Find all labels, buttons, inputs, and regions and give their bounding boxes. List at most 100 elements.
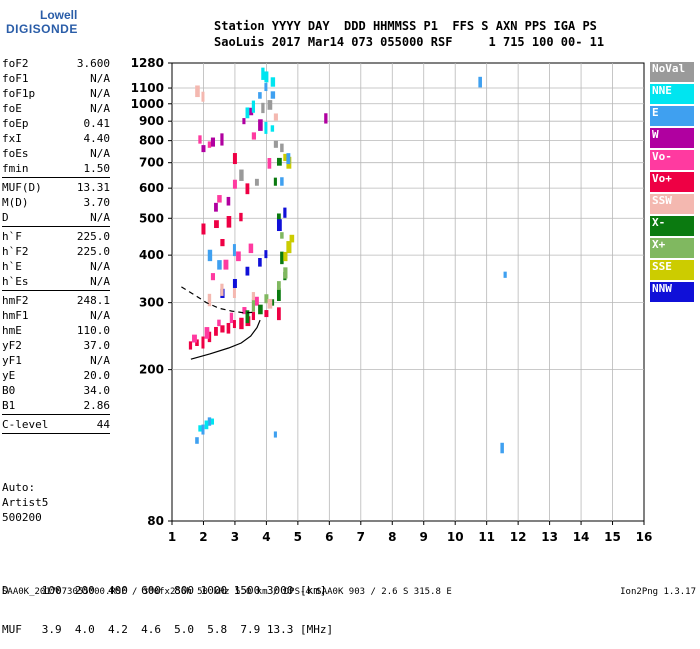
data-point <box>226 216 232 228</box>
param-separator <box>2 433 110 434</box>
data-point <box>276 288 281 301</box>
x-tick-label: 10 <box>447 530 464 544</box>
data-point <box>245 310 250 324</box>
data-point <box>283 207 287 218</box>
data-point <box>204 327 210 339</box>
data-point <box>251 299 256 312</box>
param-name: h`Es <box>2 275 29 288</box>
data-point <box>210 137 216 147</box>
data-point <box>258 119 263 131</box>
auto-info: Auto: Artist5 500200 <box>2 480 48 525</box>
data-point <box>276 281 281 290</box>
data-point <box>188 341 193 350</box>
data-point <box>251 132 257 140</box>
param-row: fxI 4.40 <box>2 131 110 146</box>
param-row: yF1 N/A <box>2 353 110 368</box>
data-point <box>232 288 236 298</box>
y-tick-label: 300 <box>139 296 164 310</box>
y-tick-label: 1280 <box>131 56 164 70</box>
data-point <box>273 431 277 438</box>
data-point <box>273 140 278 148</box>
x-tick-label: 16 <box>636 530 653 544</box>
header-values: SaoLuis 2017 Mar14 073 055000 RSF 1 715 … <box>214 35 605 49</box>
param-value: 4.40 <box>83 132 111 145</box>
legend-item: W <box>650 128 694 148</box>
data-point <box>280 251 284 265</box>
y-tick-label: 200 <box>139 363 164 377</box>
data-point <box>239 169 244 181</box>
param-name: fxI <box>2 132 22 145</box>
ionogram-plot: 1 2 3 4 5 6 7 8 9 10 11 12 13 14 15 1680200300400500600… <box>131 56 653 544</box>
param-row: foF1 N/A <box>2 71 110 86</box>
param-name: h`E <box>2 260 22 273</box>
data-point <box>500 442 504 454</box>
data-point <box>220 238 225 247</box>
param-value: 37.0 <box>83 339 111 352</box>
legend-item: NNE <box>650 84 694 104</box>
legend-item: NNW <box>650 282 694 302</box>
data-point <box>198 135 202 144</box>
data-point <box>280 232 284 239</box>
data-point <box>270 91 276 99</box>
param-row: h`F2 225.0 <box>2 244 110 259</box>
param-value: 248.1 <box>76 294 110 307</box>
param-name: C-level <box>2 418 49 431</box>
data-point <box>264 294 269 304</box>
data-point <box>286 241 292 254</box>
param-value: 34.0 <box>83 384 111 397</box>
data-point <box>289 234 295 243</box>
data-point <box>264 121 268 134</box>
data-point <box>229 312 234 324</box>
data-point <box>245 107 250 119</box>
param-row: D N/A <box>2 210 110 225</box>
param-value: 44 <box>96 418 110 431</box>
data-point <box>201 424 205 435</box>
digisonde-logo: Lowell DIGISONDE <box>4 6 84 42</box>
footer-file-info: SAA0K_2017073055000.RSF / 300fx256h 50 k… <box>2 587 452 597</box>
data-point <box>226 196 231 206</box>
data-point <box>267 298 273 309</box>
y-tick-label: 600 <box>139 181 164 195</box>
data-point <box>280 143 284 153</box>
x-tick-label: 11 <box>478 530 495 544</box>
param-value: 20.0 <box>83 369 111 382</box>
data-point <box>264 310 269 318</box>
param-value: 110.0 <box>76 324 110 337</box>
param-value: N/A <box>90 72 110 85</box>
data-point <box>214 326 218 336</box>
data-point <box>270 77 276 87</box>
data-point <box>217 195 222 203</box>
legend-item: SSE <box>650 260 694 280</box>
data-point <box>242 307 247 315</box>
y-tick-label: 700 <box>139 156 164 170</box>
param-value: N/A <box>90 309 110 322</box>
param-row: M(D) 3.70 <box>2 195 110 210</box>
param-separator <box>2 226 110 227</box>
data-point <box>267 157 272 169</box>
footer-bar: SAA0K_2017073055000.RSF / 300fx256h 50 k… <box>0 585 700 600</box>
param-value: 3.600 <box>76 57 110 70</box>
param-value: N/A <box>90 147 110 160</box>
param-row: foF1p N/A <box>2 86 110 101</box>
y-tick-label: 1100 <box>131 81 164 95</box>
header-labels: Station YYYY DAY DDD HHMMSS P1 FFS S AXN… <box>214 19 597 33</box>
legend-item: NoVal <box>650 62 694 82</box>
data-point <box>283 153 288 162</box>
data-point <box>201 223 206 235</box>
parameters-panel: foF2 3.600 foF1 N/A foF1p N/A foE N/A foEp 0.41 fx… <box>2 56 110 436</box>
param-name: foEs <box>2 147 29 160</box>
data-point <box>503 271 507 278</box>
data-point <box>276 219 282 232</box>
param-name: yE <box>2 369 16 382</box>
data-point <box>192 334 197 343</box>
data-point <box>264 83 268 92</box>
param-value: N/A <box>90 275 110 288</box>
x-tick-label: 12 <box>510 530 527 544</box>
footer-version: Ion2Png 1.3.17 <box>620 587 696 597</box>
data-point <box>478 76 482 88</box>
x-tick-label: 6 <box>325 530 333 544</box>
data-point <box>248 107 254 116</box>
param-name: foF2 <box>2 57 29 70</box>
param-name: h`F <box>2 230 22 243</box>
param-row: MUF(D) 13.31 <box>2 180 110 195</box>
